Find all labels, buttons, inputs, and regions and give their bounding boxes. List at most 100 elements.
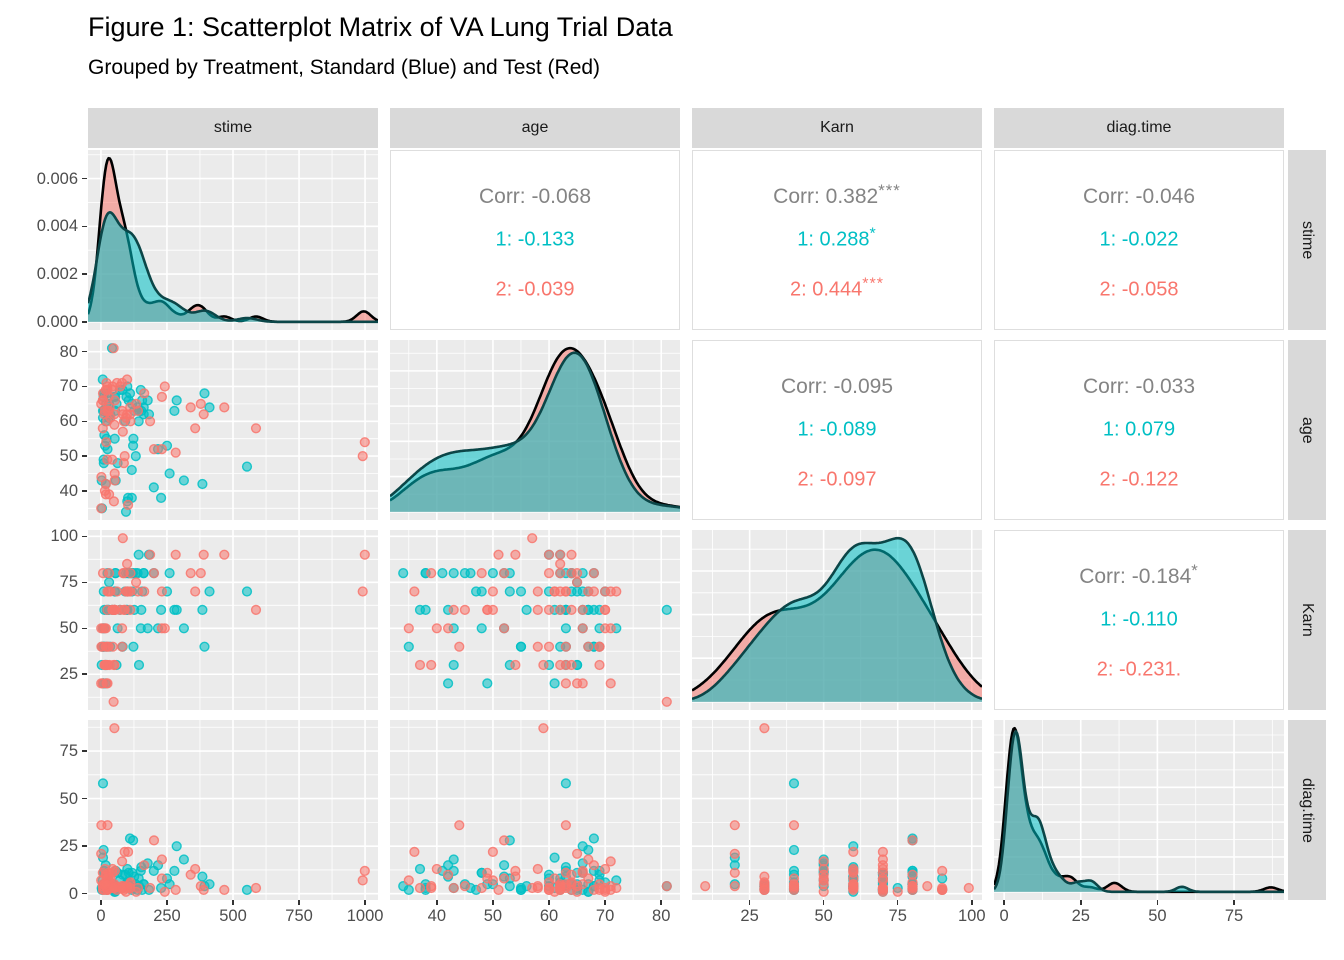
corr-text-g1: 1: 0.288* bbox=[797, 225, 877, 251]
corr-text-g2: 2: -0.231. bbox=[1096, 658, 1182, 681]
panel-stime-stime-density bbox=[88, 150, 378, 330]
corr-text-all: Corr: -0.033 bbox=[1082, 375, 1196, 399]
corr-text-g1: 1: -0.133 bbox=[495, 228, 575, 251]
x-tick-mark bbox=[1156, 900, 1159, 905]
y-axis-label: 40 bbox=[59, 481, 78, 500]
corr-text-g1: 1: -0.110 bbox=[1100, 608, 1178, 631]
y-axis-label: 70 bbox=[59, 377, 78, 396]
x-axis-label: 100 bbox=[958, 907, 986, 925]
panel-diag.time-Karn-scatter bbox=[692, 720, 982, 900]
panel-age-diag.time-corr: Corr: -0.033 1: 0.079 2: -0.122 bbox=[994, 340, 1284, 520]
y-axis-label: 0.002 bbox=[36, 265, 78, 284]
corr-text-all: Corr: 0.382*** bbox=[773, 180, 901, 209]
strip-top-stime: stime bbox=[88, 108, 378, 148]
panel-diag.time-diag.time-density bbox=[994, 720, 1284, 900]
corr-text-g2: 2: -0.097 bbox=[797, 468, 877, 491]
y-axis-label: 0.004 bbox=[36, 217, 78, 236]
y-axis-label: 25 bbox=[59, 837, 78, 856]
strip-right-age: age bbox=[1288, 340, 1326, 520]
y-axis-label: 75 bbox=[59, 573, 78, 592]
strip-top-Karn: Karn bbox=[692, 108, 982, 148]
y-tick-mark bbox=[82, 673, 87, 675]
x-axis-label: 75 bbox=[1224, 907, 1244, 925]
corr-text-g2: 2: 0.444*** bbox=[790, 275, 884, 301]
x-tick-mark bbox=[548, 900, 550, 905]
x-tick-mark bbox=[166, 900, 168, 905]
x-axis-label: 40 bbox=[427, 907, 446, 925]
y-axis-label: 25 bbox=[59, 665, 78, 684]
y-tick-mark bbox=[82, 455, 87, 457]
x-axis-label: 50 bbox=[1148, 907, 1167, 925]
figure-subtitle: Grouped by Treatment, Standard (Blue) an… bbox=[88, 56, 601, 79]
x-axis-label: 0 bbox=[96, 907, 106, 925]
panel-diag.time-stime-scatter bbox=[88, 720, 378, 900]
y-tick-mark bbox=[82, 350, 87, 353]
y-tick-mark bbox=[82, 535, 87, 538]
x-tick-mark bbox=[492, 900, 494, 905]
y-axis-label: 100 bbox=[50, 527, 78, 546]
panel-age-stime-scatter bbox=[88, 340, 378, 520]
x-tick-mark bbox=[822, 900, 825, 905]
y-tick-mark bbox=[82, 225, 87, 228]
y-axis-label: 60 bbox=[59, 412, 78, 431]
figure-title: Figure 1: Scatterplot Matrix of VA Lung … bbox=[88, 12, 673, 42]
y-tick-mark bbox=[82, 797, 87, 800]
x-tick-mark bbox=[1080, 900, 1082, 905]
panel-Karn-Karn-density bbox=[692, 530, 982, 710]
x-axis-label: 1000 bbox=[346, 907, 384, 925]
x-axis-label: 0 bbox=[999, 907, 1009, 925]
x-tick-mark bbox=[436, 900, 438, 905]
y-tick-mark bbox=[82, 845, 87, 847]
x-axis-label: 60 bbox=[539, 907, 559, 925]
panel-age-age-density bbox=[390, 340, 680, 520]
y-tick-mark bbox=[82, 627, 87, 630]
panel-stime-Karn-corr: Corr: 0.382*** 1: 0.288* 2: 0.444*** bbox=[692, 150, 982, 330]
x-tick-mark bbox=[748, 900, 751, 905]
x-axis-label: 70 bbox=[595, 907, 615, 925]
panel-Karn-diag.time-corr: Corr: -0.184* 1: -0.110 2: -0.231. bbox=[994, 530, 1284, 710]
x-axis-label: 25 bbox=[1071, 907, 1090, 925]
corr-text-g2: 2: -0.058 bbox=[1099, 278, 1179, 301]
y-tick-mark bbox=[82, 892, 87, 895]
y-axis-label: 50 bbox=[59, 619, 78, 638]
y-axis-label: 0.000 bbox=[36, 312, 78, 331]
x-tick-mark bbox=[364, 900, 366, 905]
x-axis-label: 250 bbox=[153, 907, 181, 925]
x-tick-mark bbox=[298, 900, 300, 905]
corr-text-g2: 2: -0.122 bbox=[1099, 468, 1179, 491]
strip-right-Karn: Karn bbox=[1288, 530, 1326, 710]
x-tick-mark bbox=[1233, 900, 1235, 905]
panel-Karn-stime-scatter bbox=[88, 530, 378, 710]
x-tick-mark bbox=[232, 900, 234, 905]
panel-diag.time-age-scatter bbox=[390, 720, 680, 900]
x-axis-label: 25 bbox=[740, 907, 759, 925]
x-axis-label: 50 bbox=[814, 907, 833, 925]
x-axis-label: 750 bbox=[285, 907, 313, 925]
x-axis-label: 500 bbox=[219, 907, 247, 925]
corr-text-all: Corr: -0.184* bbox=[1079, 560, 1199, 589]
corr-text-g1: 1: -0.022 bbox=[1099, 228, 1179, 251]
y-axis-label: 0 bbox=[68, 884, 78, 903]
y-axis-label: 0.006 bbox=[36, 169, 78, 188]
corr-text-g2: 2: -0.039 bbox=[495, 278, 575, 301]
corr-text-all: Corr: -0.095 bbox=[780, 375, 894, 399]
y-tick-mark bbox=[82, 581, 87, 584]
y-tick-mark bbox=[82, 273, 87, 275]
panel-Karn-age-scatter bbox=[390, 530, 680, 710]
y-tick-mark bbox=[82, 490, 87, 492]
x-tick-mark bbox=[971, 900, 973, 905]
strip-right-stime: stime bbox=[1288, 150, 1326, 330]
strip-top-age: age bbox=[390, 108, 680, 148]
y-axis-label: 75 bbox=[59, 742, 78, 760]
y-tick-mark bbox=[82, 385, 87, 388]
y-axis-label: 50 bbox=[59, 789, 78, 808]
x-tick-mark bbox=[100, 900, 102, 905]
strip-right-diag.time: diag.time bbox=[1288, 720, 1326, 900]
x-tick-mark bbox=[1003, 900, 1005, 905]
y-axis-label: 80 bbox=[59, 342, 78, 361]
panel-stime-age-corr: Corr: -0.068 1: -0.133 2: -0.039 bbox=[390, 150, 680, 330]
panel-age-Karn-corr: Corr: -0.095 1: -0.089 2: -0.097 bbox=[692, 340, 982, 520]
y-tick-mark bbox=[82, 420, 87, 423]
corr-text-g1: 1: -0.089 bbox=[797, 418, 877, 441]
